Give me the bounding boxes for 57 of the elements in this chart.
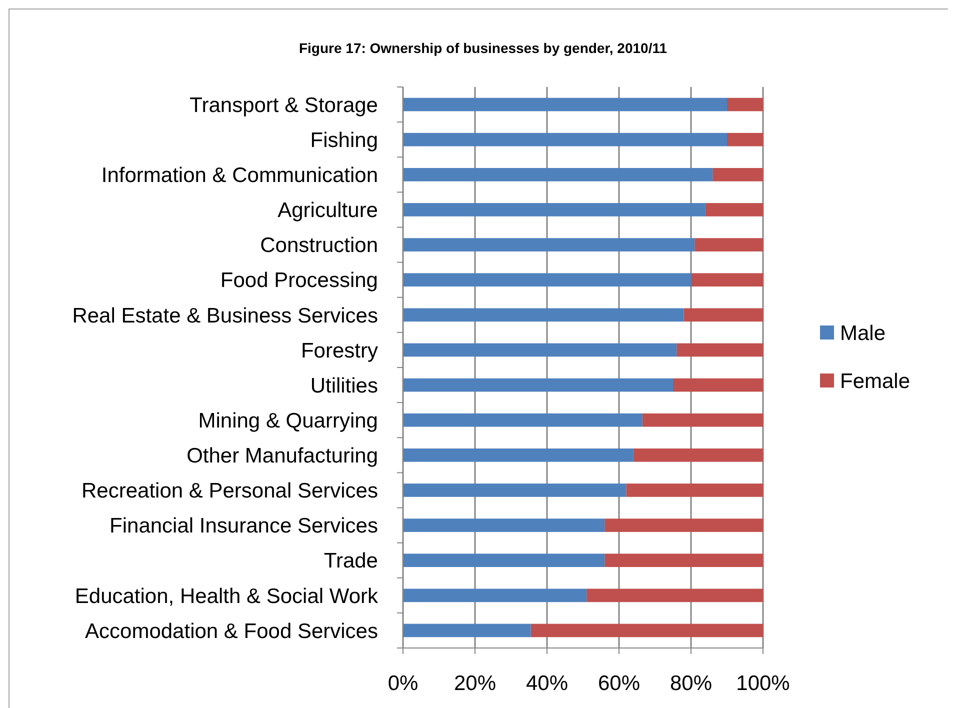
y-tick-label: Construction	[260, 234, 378, 258]
bar	[403, 518, 605, 532]
bar	[642, 413, 763, 427]
y-tick-label: Financial Insurance Services	[110, 514, 378, 538]
bar	[403, 168, 713, 182]
y-tick-label: Food Processing	[220, 269, 378, 292]
bar	[691, 273, 763, 287]
x-tick-label: 60%	[598, 672, 640, 695]
bar	[586, 588, 763, 602]
y-tick-label: Fishing	[310, 128, 378, 152]
bar	[712, 168, 763, 182]
bar	[403, 98, 727, 112]
bar	[727, 98, 763, 112]
bar	[673, 378, 763, 392]
y-tick-label: Transport & Storage	[190, 94, 378, 117]
bar	[403, 413, 642, 427]
bar	[403, 484, 626, 497]
y-tick-label: Mining & Quarrying	[198, 409, 378, 432]
bar	[403, 273, 691, 287]
bar	[684, 308, 763, 322]
bar	[403, 448, 634, 462]
bar	[694, 238, 763, 252]
bar	[727, 132, 763, 146]
bar	[633, 448, 763, 462]
y-tick-label: Accomodation & Food Services	[85, 620, 378, 643]
x-tick-label: 20%	[454, 672, 496, 695]
x-tick-label: 80%	[670, 672, 712, 695]
y-tick-label: Recreation & Personal Services	[82, 480, 378, 503]
bar	[403, 238, 695, 252]
y-tick-label: Education, Health & Social Work	[74, 584, 378, 608]
bar	[676, 343, 763, 357]
legend-label: Female	[840, 370, 910, 393]
bar	[403, 203, 706, 216]
legend-label: Male	[840, 322, 886, 345]
y-tick-label: Information & Communication	[101, 164, 378, 188]
bar	[604, 554, 763, 568]
y-tick-label: Trade	[324, 550, 378, 573]
x-tick-label: 0%	[388, 672, 418, 695]
x-tick-label: 100%	[736, 672, 790, 695]
bar	[705, 203, 763, 216]
bar	[403, 132, 727, 146]
bar	[403, 624, 531, 638]
y-tick-label: Other Manufacturing	[186, 444, 378, 468]
bar	[403, 588, 587, 602]
bar	[530, 624, 763, 638]
bar	[403, 378, 673, 392]
x-tick-label: 40%	[526, 672, 568, 695]
y-tick-label: Utilities	[310, 374, 378, 398]
y-tick-label: Agriculture	[278, 199, 378, 222]
bar	[403, 554, 605, 568]
bar	[403, 343, 677, 357]
bar	[626, 484, 763, 497]
chart-title: Figure 17: Ownership of businesses by gender, 2010/11	[298, 40, 668, 56]
y-tick-label: Forestry	[300, 339, 378, 362]
bar	[403, 308, 684, 322]
bar	[604, 518, 763, 532]
y-tick-label: Real Estate & Business Services	[72, 304, 378, 328]
